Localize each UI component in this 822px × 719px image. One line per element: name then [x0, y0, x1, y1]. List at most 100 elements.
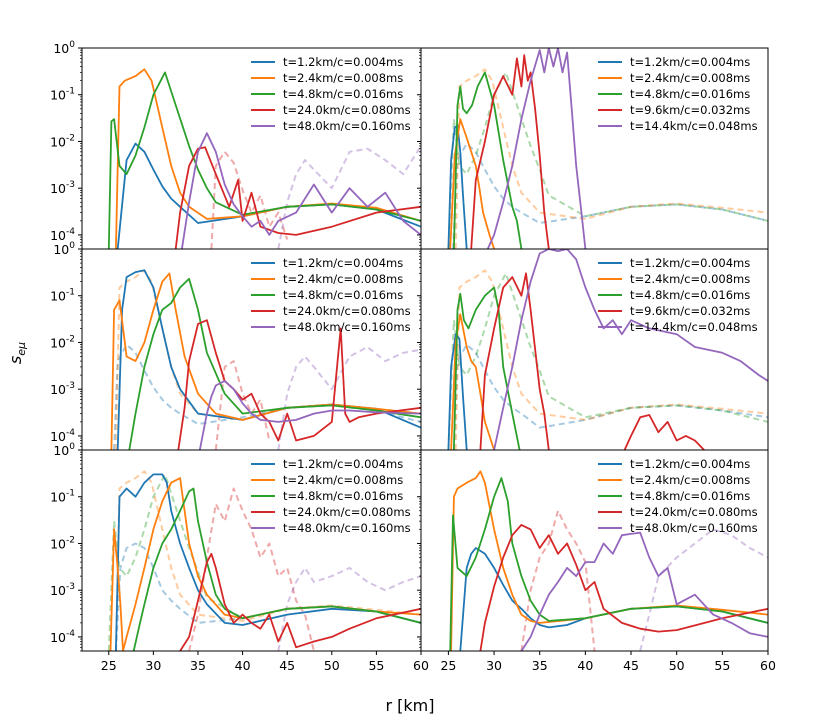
series-line-blue-reference: [452, 142, 768, 249]
y-axis-ticks: 100 10-1 10-2 10-3 10-4: [50, 40, 82, 250]
legend-entry-label: t=4.8km/c=0.016ms: [283, 87, 403, 101]
x-axis-ticks: 25 30 35 40 45 50 55 60: [101, 651, 429, 673]
series-line-green: [132, 487, 421, 651]
legend-entry-label: t=48.0km/c=0.160ms: [283, 119, 411, 133]
legend-entry-label: t=1.2km/c=0.004ms: [630, 457, 750, 471]
series-line-green-reference: [107, 473, 421, 651]
plot-area: [107, 470, 421, 651]
x-tick-label: 60: [760, 658, 776, 673]
series-line-blue: [459, 547, 768, 651]
subplot-grid: 100 10-1 10-2 10-3 10-4 t=1.2km/c=0.004ms t=2.…: [50, 40, 776, 673]
x-tick-label: 45: [279, 658, 295, 673]
series-line-red: [179, 552, 421, 651]
series-line-red-reference: [520, 509, 596, 651]
panel-top-left: 100 10-1 10-2 10-3 10-4 t=1.2km/c=0.004ms t=2.…: [50, 40, 422, 250]
series-line-blue-reference: [114, 542, 421, 651]
y-axis-label-main: s: [6, 356, 25, 364]
x-tick-label: 30: [486, 658, 502, 673]
x-tick-label: 45: [623, 658, 639, 673]
x-tick-label: 25: [101, 658, 117, 673]
series-line-red: [174, 146, 421, 249]
x-tick-label: 55: [714, 658, 730, 673]
panel-middle-left: 100 10-1 10-2 10-3 10-4 t=1.2km/c=0.004ms t=2.…: [50, 241, 422, 451]
legend-entry-label: t=14.4km/c=0.048ms: [630, 119, 758, 133]
x-tick-label: 55: [368, 658, 384, 673]
series-line-orange: [450, 313, 495, 450]
series-line-blue-reference: [452, 343, 768, 450]
legend: t=1.2km/c=0.004ms t=2.4km/c=0.008ms t=4.8k…: [598, 55, 758, 133]
y-tick-label: 10-1: [50, 87, 75, 103]
legend-entry-label: t=4.8km/c=0.016ms: [283, 288, 403, 302]
plot-area: [449, 470, 768, 651]
series-line-purple: [181, 132, 421, 249]
y-tick-label: 10-1: [50, 489, 75, 505]
plot-area: [447, 249, 768, 450]
series-line-red: [479, 272, 550, 450]
legend-entry-label: t=2.4km/c=0.008ms: [283, 272, 403, 286]
y-tick-label: 10-3: [50, 381, 75, 397]
series-line-red-reference: [214, 360, 271, 450]
y-tick-label: 10-4: [50, 227, 75, 243]
legend-entry-label: t=24.0km/c=0.080ms: [283, 304, 411, 318]
legend: t=1.2km/c=0.004ms t=2.4km/c=0.008ms t=4.8k…: [251, 55, 411, 133]
legend-entry-label: t=4.8km/c=0.016ms: [630, 87, 750, 101]
series-line-green: [107, 71, 421, 249]
series-line-red: [479, 524, 768, 651]
x-tick-label: 40: [577, 658, 593, 673]
series-line-red: [177, 319, 421, 450]
x-axis-label: r [km]: [386, 696, 435, 715]
legend: t=1.2km/c=0.004ms t=2.4km/c=0.008ms t=4.8k…: [598, 256, 758, 334]
x-tick-label: 30: [145, 658, 161, 673]
y-tick-label: 10-4: [50, 428, 75, 444]
legend-entry-label: t=1.2km/c=0.004ms: [630, 55, 750, 69]
plot-area: [107, 68, 421, 249]
series-line-blue: [115, 473, 421, 651]
legend-entry-label: t=9.6km/c=0.032ms: [630, 103, 750, 117]
series-line-green: [128, 277, 421, 450]
x-axis-ticks: 25 30 35 40 45 50 55 60: [440, 651, 776, 673]
legend-entry-label: t=2.4km/c=0.008ms: [283, 473, 403, 487]
y-tick-label: 10-2: [50, 133, 75, 149]
series-line-purple: [198, 380, 421, 450]
plot-area: [447, 48, 768, 249]
y-tick-label: 10-3: [50, 180, 75, 196]
x-tick-label: 25: [440, 658, 456, 673]
legend-entry-label: t=48.0km/c=0.160ms: [630, 521, 758, 535]
legend-entry-label: t=2.4km/c=0.008ms: [630, 473, 750, 487]
series-line-red: [623, 414, 705, 450]
legend-entry-label: t=9.6km/c=0.032ms: [630, 304, 750, 318]
legend-entry-label: t=1.2km/c=0.004ms: [630, 256, 750, 270]
series-line-purple-reference: [277, 566, 421, 651]
legend: t=1.2km/c=0.004ms t=2.4km/c=0.008ms t=4.8k…: [251, 457, 411, 535]
series-line-red-reference: [188, 487, 315, 651]
series-line-red-reference: [210, 150, 289, 249]
series-line-purple-reference: [639, 528, 768, 651]
panel-top-right: t=1.2km/c=0.004ms t=2.4km/c=0.008ms t=4.8k…: [417, 47, 769, 250]
y-tick-label: 10-3: [50, 582, 75, 598]
y-axis-ticks: [417, 449, 421, 652]
legend-entry-label: t=2.4km/c=0.008ms: [630, 272, 750, 286]
series-line-blue-reference: [113, 343, 421, 450]
y-axis-label-sub: eμ: [15, 342, 28, 356]
series-line-purple: [520, 531, 768, 651]
series-line-green: [449, 477, 768, 651]
series-line-red: [470, 54, 550, 249]
y-axis-label: seμ: [6, 342, 28, 364]
x-tick-label: 60: [413, 658, 429, 673]
x-tick-label: 50: [669, 658, 685, 673]
y-tick-label: 10-4: [50, 629, 75, 645]
x-tick-label: 50: [324, 658, 340, 673]
legend-entry-label: t=1.2km/c=0.004ms: [283, 256, 403, 270]
legend: t=1.2km/c=0.004ms t=2.4km/c=0.008ms t=4.8k…: [251, 256, 411, 334]
y-tick-label: 10-2: [50, 535, 75, 551]
panel-bottom-left: 100 10-1 10-2 10-3 10-4 25 30 35 40 45 50 55 60 t=1.2…: [50, 442, 429, 673]
series-line-green: [453, 71, 523, 249]
legend-entry-label: t=24.0km/c=0.080ms: [283, 505, 411, 519]
legend-entry-label: t=4.8km/c=0.016ms: [630, 288, 750, 302]
legend-entry-label: t=1.2km/c=0.004ms: [283, 55, 403, 69]
legend-entry-label: t=1.2km/c=0.004ms: [283, 457, 403, 471]
plot-area: [110, 269, 421, 450]
series-line-purple-reference: [277, 145, 421, 249]
y-axis-ticks: 100 10-1 10-2 10-3 10-4: [50, 442, 82, 652]
